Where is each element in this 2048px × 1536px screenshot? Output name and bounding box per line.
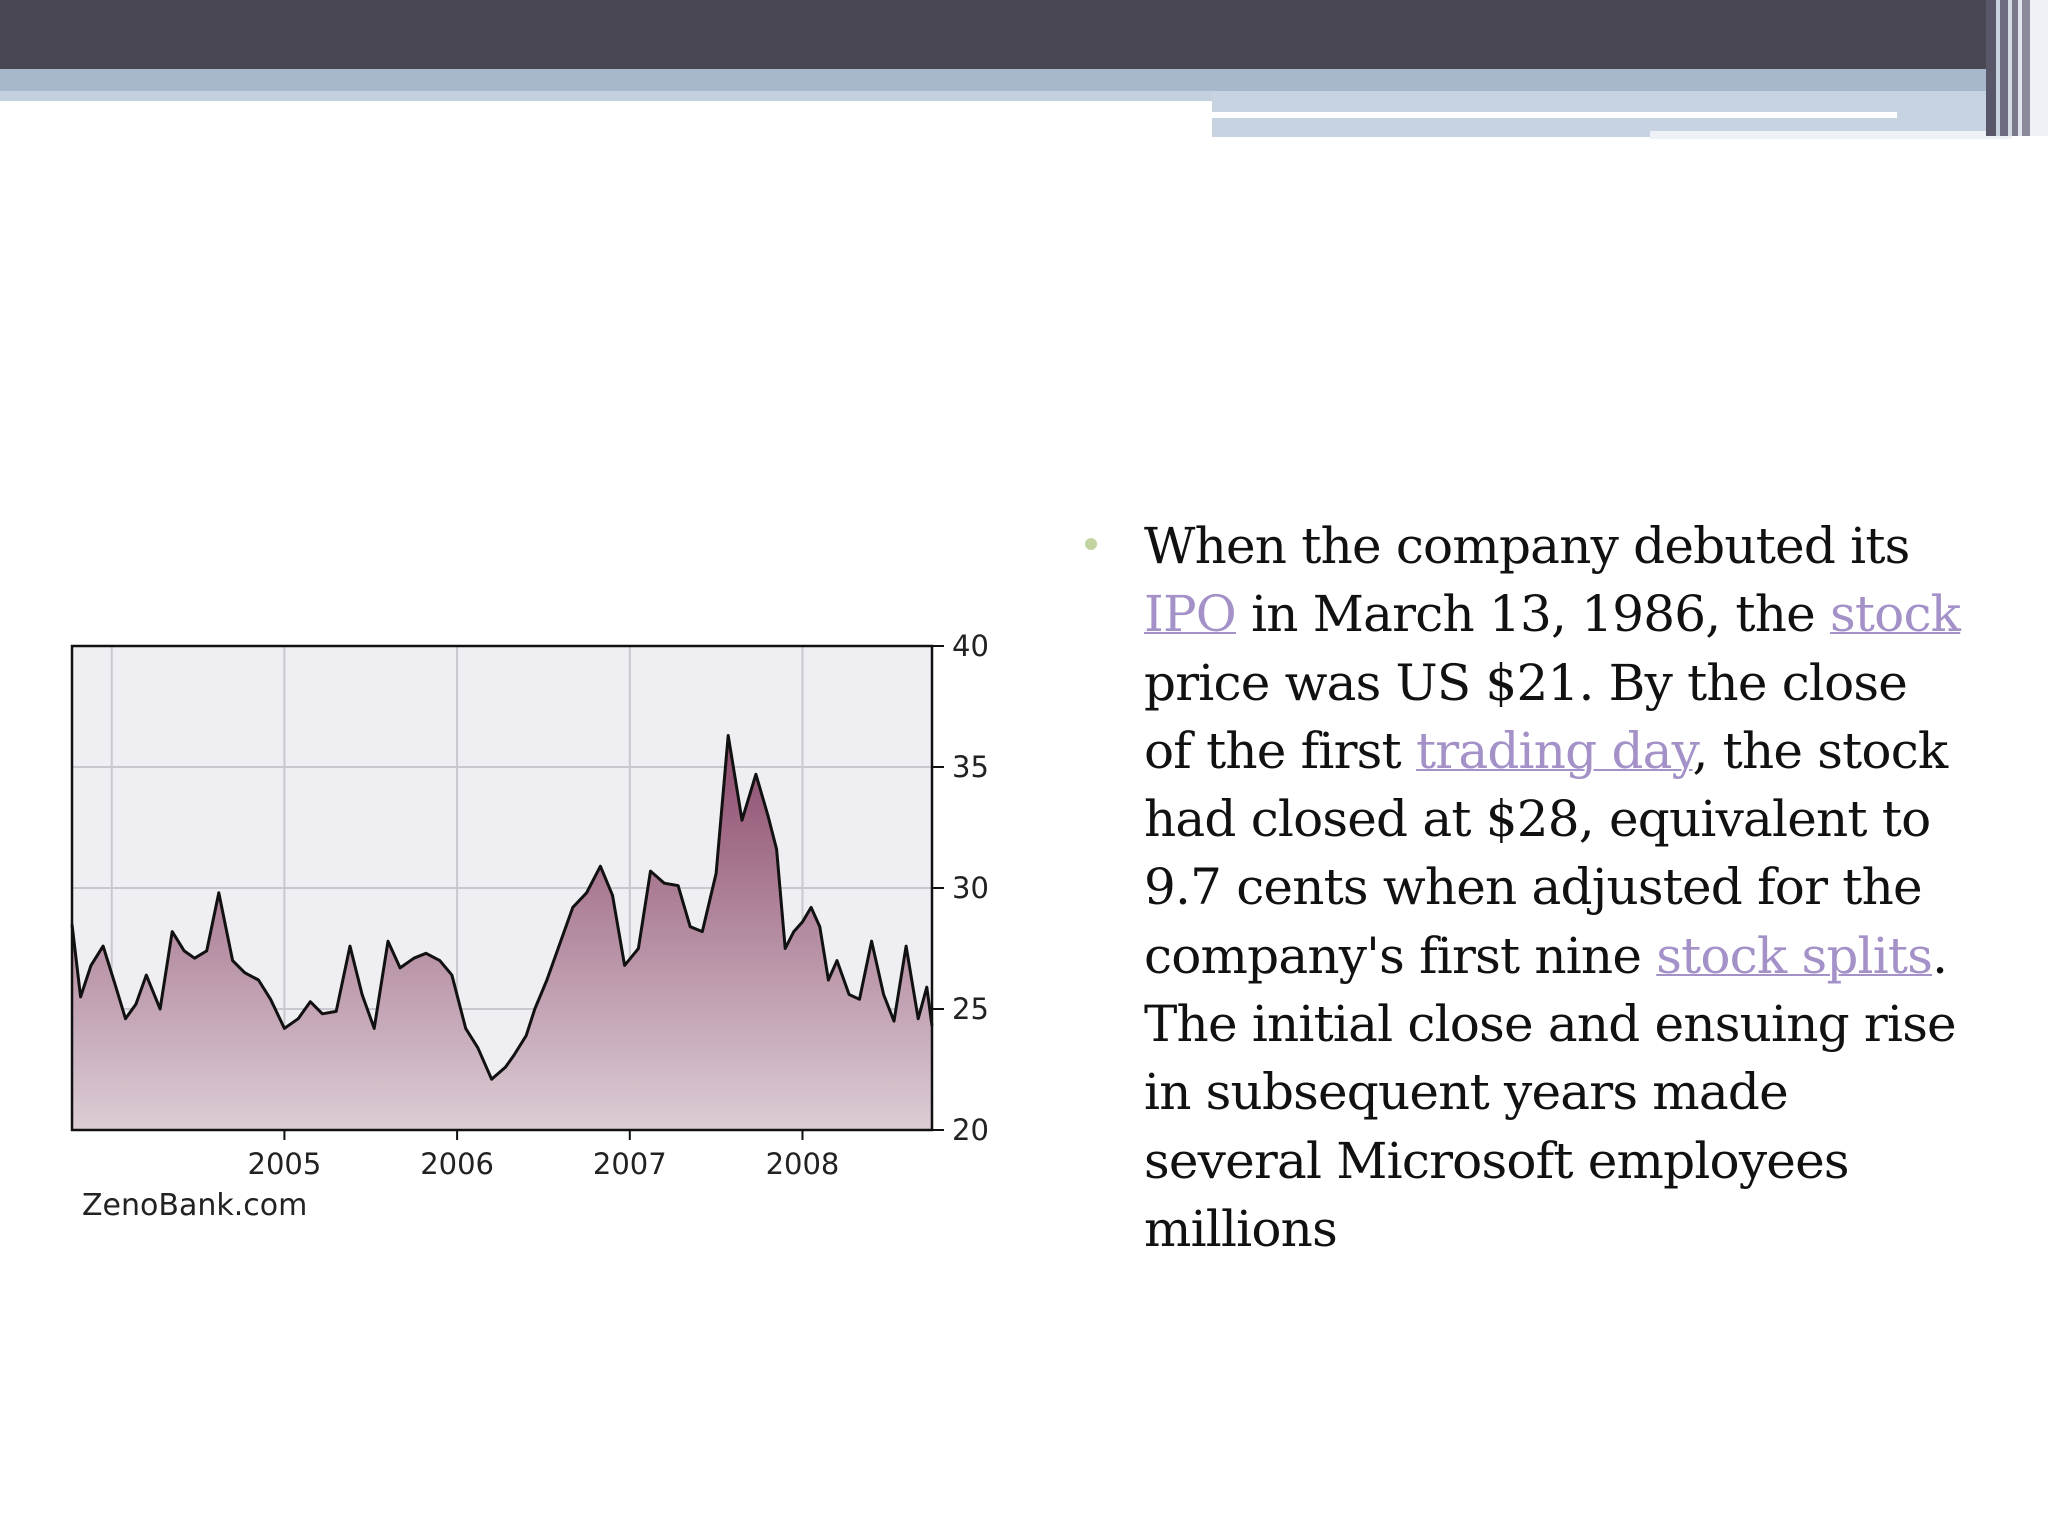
stock-price-chart: 40 35 30 25 20 2005 2006 2007 2008 ZenoBank.com bbox=[64, 630, 1024, 1230]
header-stripes-decoration bbox=[1986, 0, 2048, 136]
bullet-paragraph: When the company debuted its IPO in Marc… bbox=[1144, 512, 1965, 1263]
y-tick-label: 20 bbox=[952, 1113, 989, 1147]
paragraph-text: . The initial close and ensuing rise in … bbox=[1144, 926, 1957, 1258]
bullet-dot-icon bbox=[1085, 538, 1097, 550]
price-area-fill bbox=[72, 735, 932, 1130]
y-tick-label: 25 bbox=[952, 992, 989, 1026]
header-accent-band-lower bbox=[0, 91, 1212, 101]
paragraph-text: price was US $21. By the close of the fi… bbox=[1144, 653, 1908, 780]
paragraph-text: When the company debuted its bbox=[1144, 517, 1910, 575]
inline-link-stock-splits[interactable]: stock splits bbox=[1656, 926, 1933, 985]
header-accent-band bbox=[0, 69, 2048, 91]
y-tick-label: 35 bbox=[952, 750, 989, 784]
inline-link-ipo[interactable]: IPO bbox=[1144, 585, 1237, 644]
x-tick-label: 2008 bbox=[766, 1147, 840, 1181]
x-tick-label: 2007 bbox=[593, 1147, 667, 1181]
inline-link-stock[interactable]: stock bbox=[1830, 585, 1961, 644]
y-tick-label: 40 bbox=[952, 630, 989, 663]
inline-link-trading-day[interactable]: trading day bbox=[1415, 721, 1693, 780]
y-tick-label: 30 bbox=[952, 871, 989, 905]
price-series bbox=[70, 734, 934, 1130]
y-axis: 40 35 30 25 20 bbox=[932, 630, 989, 1147]
chart-svg: 40 35 30 25 20 2005 2006 2007 2008 ZenoBank.com bbox=[70, 630, 989, 1223]
x-tick-label: 2005 bbox=[248, 1147, 322, 1181]
chart-source-label: ZenoBank.com bbox=[82, 1188, 307, 1223]
x-axis: 2005 2006 2007 2008 bbox=[248, 1130, 840, 1181]
paragraph-text: in March 13, 1986, the bbox=[1236, 585, 1831, 644]
paragraph-text: , the stock had closed at $28, equivalen… bbox=[1144, 721, 1948, 985]
header-accent-line bbox=[1212, 112, 1897, 118]
price-line bbox=[70, 734, 934, 1081]
header-accent-fade bbox=[1650, 131, 2012, 139]
x-tick-label: 2006 bbox=[420, 1147, 494, 1181]
bullet-list: When the company debuted its IPO in Marc… bbox=[1085, 512, 1965, 1263]
header-bar bbox=[0, 0, 2048, 69]
